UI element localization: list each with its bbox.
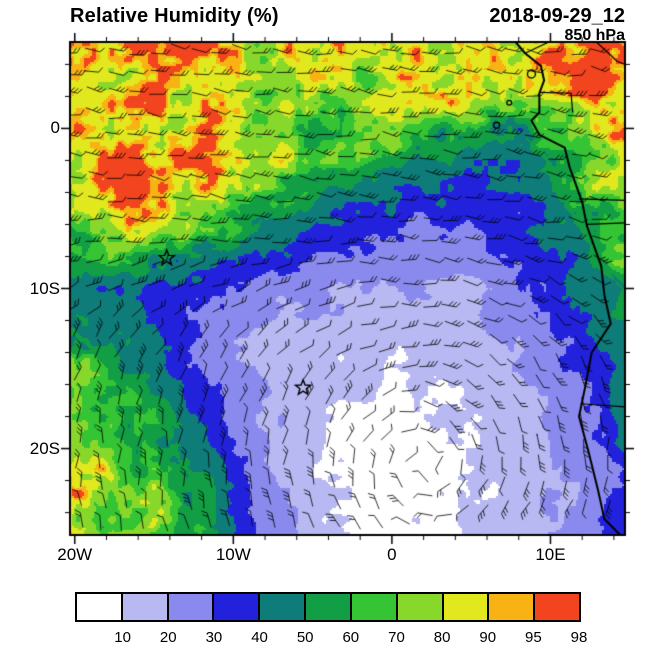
x-tick-label: 20W	[57, 545, 93, 564]
colorbar-level-label: 50	[296, 629, 314, 646]
x-tick-label: 0	[387, 545, 397, 564]
colorbar-box	[122, 594, 169, 620]
x-tick-label: 10W	[215, 545, 251, 564]
colorbar-level-label: 60	[342, 629, 360, 646]
colorbar-level-label: 10	[114, 629, 131, 646]
colorbar-level-label: 80	[433, 629, 451, 646]
colorbar-level-label: 30	[205, 629, 223, 646]
colorbar-box	[443, 594, 490, 620]
colorbar-level-label: 95	[525, 629, 542, 646]
colorbar-box	[489, 594, 536, 620]
y-tick-label: 0	[50, 118, 60, 138]
colorbar-level-label: 70	[388, 629, 405, 646]
x-tick-label: 10E	[535, 545, 566, 564]
colorbar-box	[260, 594, 307, 620]
colorbar-box	[306, 594, 352, 620]
y-tick-label: 20S	[29, 438, 60, 458]
colorbar-box	[214, 594, 261, 620]
colorbar-box	[397, 594, 444, 620]
colorbar-box	[351, 594, 398, 620]
colorbar-level-label: 98	[570, 629, 588, 646]
colorbar-level-label: 20	[159, 629, 177, 646]
colorbar-box	[535, 594, 579, 620]
colorbar-level-label: 90	[479, 629, 497, 646]
colorbar-level-label: 40	[251, 629, 268, 646]
colorbar-box	[77, 594, 123, 620]
colorbar	[75, 592, 581, 622]
colorbar-box	[168, 594, 215, 620]
y-tick-label: 10S	[29, 278, 60, 298]
